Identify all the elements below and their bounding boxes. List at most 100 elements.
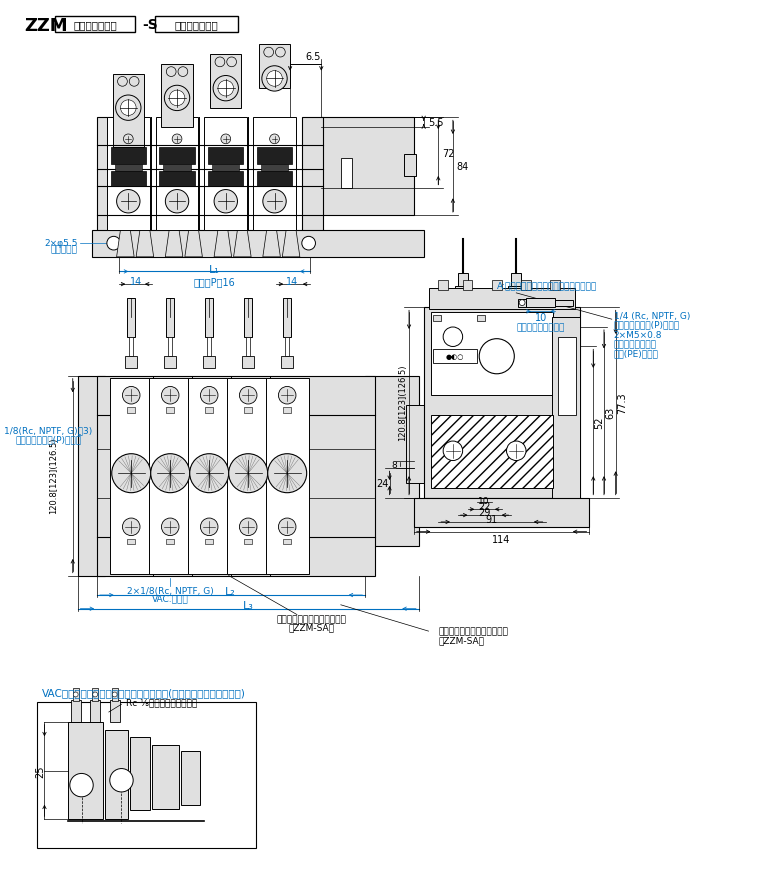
Bar <box>205 539 213 545</box>
Bar <box>431 416 553 488</box>
Bar <box>434 316 441 322</box>
Bar <box>155 119 199 230</box>
Circle shape <box>262 66 287 92</box>
Bar <box>404 155 416 176</box>
Text: 25: 25 <box>36 765 45 777</box>
Circle shape <box>229 455 268 494</box>
Bar <box>522 281 531 291</box>
Text: 個別空気圧供給(P)ポート: 個別空気圧供給(P)ポート <box>15 435 81 444</box>
Bar <box>244 408 252 413</box>
Circle shape <box>117 77 127 87</box>
Text: エジェクタ連数: エジェクタ連数 <box>74 19 117 30</box>
Circle shape <box>519 300 525 307</box>
Bar <box>208 172 243 186</box>
Text: 共通空気圧供給(P)ポート: 共通空気圧供給(P)ポート <box>614 320 680 330</box>
Polygon shape <box>263 230 280 258</box>
Bar <box>428 289 575 310</box>
Bar <box>55 17 135 33</box>
Bar <box>97 377 375 576</box>
Circle shape <box>161 387 179 405</box>
Bar <box>259 45 290 89</box>
Bar <box>526 299 556 308</box>
Circle shape <box>107 237 121 251</box>
Circle shape <box>221 135 230 144</box>
Text: 2×M5×0.8: 2×M5×0.8 <box>614 330 662 340</box>
Bar <box>110 701 120 722</box>
Text: 10: 10 <box>534 313 547 323</box>
Bar <box>111 688 117 702</box>
Text: 91: 91 <box>486 515 498 525</box>
Text: 77.3: 77.3 <box>618 392 628 414</box>
Circle shape <box>165 190 189 214</box>
Bar <box>164 357 176 369</box>
Circle shape <box>123 518 140 536</box>
Bar <box>210 55 241 109</box>
Circle shape <box>151 455 190 494</box>
Bar <box>166 408 174 413</box>
Bar <box>434 350 478 363</box>
Bar <box>152 745 179 809</box>
Bar <box>77 377 105 576</box>
Bar <box>285 338 289 357</box>
Bar <box>161 65 193 128</box>
Bar <box>166 539 174 545</box>
Bar <box>550 281 560 291</box>
Text: 14: 14 <box>130 276 143 287</box>
Text: 72: 72 <box>442 148 454 159</box>
Bar <box>205 408 213 413</box>
Text: マニホールド専用サイレンサ: マニホールド専用サイレンサ <box>277 614 346 623</box>
Bar <box>149 378 192 574</box>
Text: 29: 29 <box>478 508 490 517</box>
Bar <box>478 316 485 322</box>
Text: A:ロックナット付破壊流量調整ニードル: A:ロックナット付破壊流量調整ニードル <box>496 281 597 291</box>
Polygon shape <box>185 230 202 258</box>
Circle shape <box>74 692 78 697</box>
Bar <box>457 297 468 308</box>
Bar <box>244 299 252 338</box>
Circle shape <box>213 76 239 102</box>
Text: 8: 8 <box>392 461 397 470</box>
Bar <box>90 701 100 722</box>
Text: ピッチP＝16: ピッチP＝16 <box>193 276 235 287</box>
Bar <box>406 406 424 484</box>
Circle shape <box>443 328 462 347</box>
Bar <box>127 408 135 413</box>
Bar <box>518 299 526 307</box>
Circle shape <box>164 86 190 112</box>
Bar <box>257 147 292 165</box>
Bar <box>127 539 135 545</box>
Circle shape <box>172 135 182 144</box>
Circle shape <box>278 387 296 405</box>
Text: 1/4 (Rc, NPTF, G): 1/4 (Rc, NPTF, G) <box>614 312 690 321</box>
Text: 22: 22 <box>478 501 490 512</box>
Circle shape <box>215 58 225 67</box>
Text: 63: 63 <box>606 406 615 418</box>
Bar <box>243 357 254 369</box>
Polygon shape <box>214 230 232 258</box>
Bar <box>36 703 256 849</box>
Polygon shape <box>117 230 134 258</box>
Text: 10: 10 <box>478 496 490 505</box>
Bar <box>166 299 174 338</box>
Bar <box>111 147 146 165</box>
Circle shape <box>278 518 296 536</box>
Text: 24: 24 <box>377 478 389 488</box>
Circle shape <box>240 387 257 405</box>
Text: サイレンサ位置: サイレンサ位置 <box>174 19 218 30</box>
Polygon shape <box>165 230 183 258</box>
Circle shape <box>169 91 185 106</box>
Circle shape <box>214 190 237 214</box>
Bar <box>159 172 195 186</box>
Bar <box>130 737 150 811</box>
Text: 排気(PE)ポート: 排気(PE)ポート <box>614 348 659 357</box>
Circle shape <box>111 455 151 494</box>
Bar <box>492 281 502 291</box>
Bar <box>212 165 240 172</box>
Text: 120.8[123](126.5): 120.8[123](126.5) <box>49 438 58 514</box>
Bar <box>246 338 250 357</box>
Bar <box>512 274 522 289</box>
Circle shape <box>479 339 515 375</box>
Text: Rc ⅛六角穴付沈みプラグ: Rc ⅛六角穴付沈みプラグ <box>127 698 198 707</box>
Bar <box>110 378 152 574</box>
Bar <box>205 119 247 230</box>
